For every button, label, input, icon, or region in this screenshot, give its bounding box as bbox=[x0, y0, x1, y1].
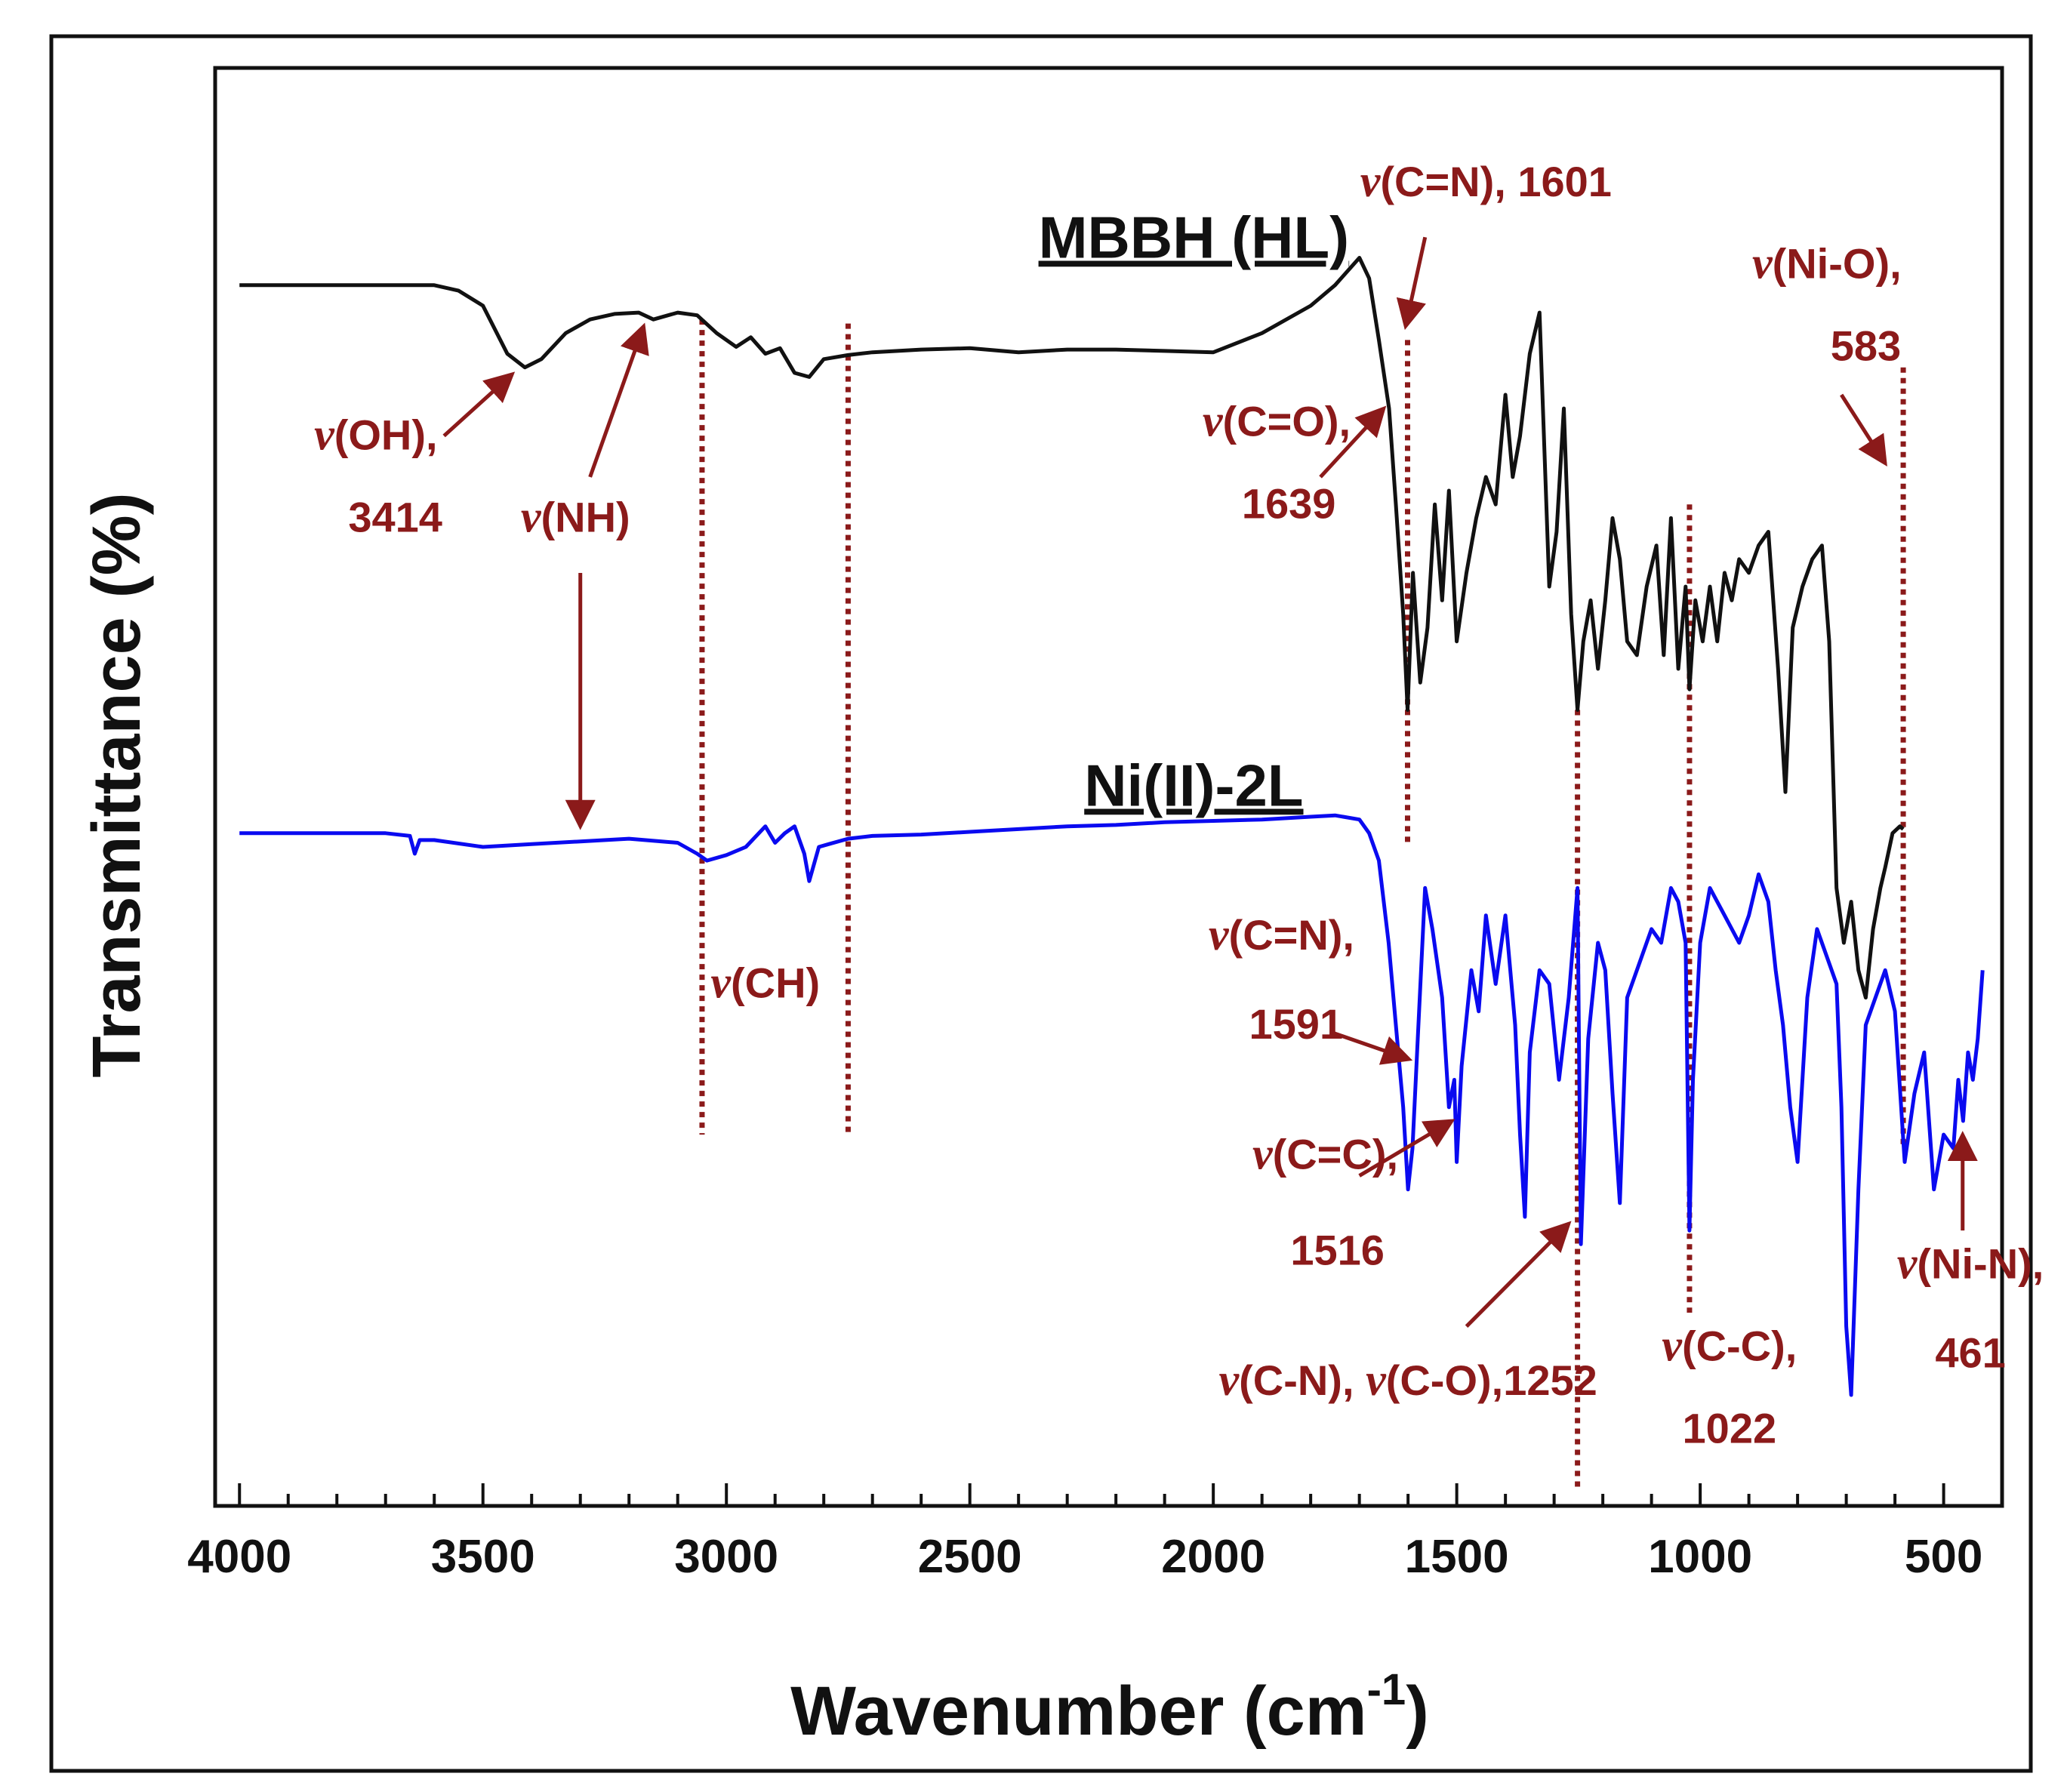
x-tick-label: 500 bbox=[1905, 1531, 1982, 1583]
peak-annotations: ν(OH), 3414 ν(NH) ν(CH) ν(C=O), 1639 ν(C=N), 1… bbox=[314, 156, 2044, 1452]
plot-area bbox=[213, 66, 2004, 1508]
series-line bbox=[239, 256, 1905, 1000]
x-tick-label: 2500 bbox=[918, 1531, 1022, 1583]
annotation-arrow bbox=[1358, 1119, 1456, 1178]
annotation-value: 3414 bbox=[348, 494, 442, 541]
annotation-label: ν(C-C), bbox=[1662, 1321, 1797, 1371]
annotation-label: ν(C-N), ν(C-O),1252 bbox=[1218, 1355, 1597, 1405]
annotation-label: ν(NH) bbox=[521, 492, 630, 542]
annotation-label: ν(C=N), 1601 bbox=[1360, 156, 1612, 206]
annotation-label: ν(OH), bbox=[314, 410, 438, 460]
x-tick-label: 2000 bbox=[1161, 1531, 1265, 1583]
annotation-label: ν(C=C), bbox=[1252, 1128, 1398, 1178]
y-axis-title: Transmittance (%) bbox=[79, 492, 155, 1077]
annotation-arrow bbox=[1396, 236, 1428, 331]
annotation-value: 1591 bbox=[1249, 1000, 1344, 1048]
x-tick-label: 4000 bbox=[187, 1531, 291, 1583]
series-titles: MBBH (HL) Ni(II)-2L bbox=[1039, 205, 1350, 819]
annotation-value: 1516 bbox=[1290, 1227, 1385, 1274]
annotation-label: ν(Ni-O), bbox=[1752, 239, 1902, 288]
x-axis-title-close: ) bbox=[1406, 1673, 1429, 1750]
series-title: MBBH (HL) bbox=[1039, 205, 1350, 271]
annotation-value: 583 bbox=[1831, 322, 1901, 370]
annotation-arrow bbox=[1465, 1221, 1572, 1328]
x-tick-label: 3500 bbox=[431, 1531, 535, 1583]
x-axis-ticks: 4000 3500 3000 2500 2000 1500 1000 500 bbox=[187, 1483, 1982, 1583]
annotation-arrow bbox=[1319, 405, 1387, 479]
annotation-arrow bbox=[588, 322, 649, 478]
annotation-value: 461 bbox=[1935, 1329, 2005, 1377]
figure-frame bbox=[49, 34, 2033, 1773]
x-tick-label: 1000 bbox=[1648, 1531, 1752, 1583]
x-tick-label: 1500 bbox=[1405, 1531, 1509, 1583]
annotation-label: ν(C=N), bbox=[1209, 910, 1354, 959]
x-axis-title-main: Wavenumber (cm bbox=[790, 1673, 1366, 1750]
annotation-value: 1639 bbox=[1242, 479, 1336, 527]
series-line bbox=[239, 813, 1985, 1397]
annotation-arrow bbox=[1840, 393, 1887, 466]
spectra bbox=[239, 256, 1985, 1397]
annotation-label: ν(CH) bbox=[710, 958, 820, 1008]
annotation-label: ν(C=O), bbox=[1203, 396, 1351, 445]
annotation-arrow bbox=[442, 371, 516, 438]
annotation-label: ν(Ni-N), bbox=[1897, 1239, 2044, 1289]
annotation-arrow bbox=[1329, 1030, 1413, 1065]
x-axis-title: Wavenumber (cm-1) bbox=[790, 1665, 1429, 1750]
guide-lines bbox=[699, 319, 1906, 1491]
annotation-value: 1022 bbox=[1683, 1404, 1777, 1452]
series-title: Ni(II)-2L bbox=[1084, 753, 1303, 819]
x-tick-label: 3000 bbox=[674, 1531, 778, 1583]
x-axis-title-superscript: -1 bbox=[1367, 1665, 1406, 1714]
